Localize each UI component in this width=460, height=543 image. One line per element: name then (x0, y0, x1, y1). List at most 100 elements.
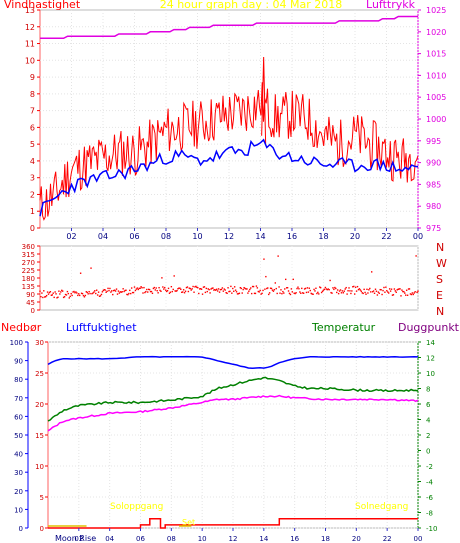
direction-point (242, 288, 244, 291)
direction-point (199, 288, 202, 290)
direction-point (207, 288, 209, 290)
direction-point (391, 294, 394, 296)
direction-point (110, 291, 112, 293)
direction-point (128, 292, 130, 295)
temp-tick-label: -10 (426, 525, 437, 533)
direction-point (411, 292, 414, 294)
direction-point (336, 291, 338, 294)
direction-point (270, 287, 273, 290)
pressure-tick-label: 980 (426, 202, 441, 211)
direction-point (181, 291, 184, 293)
temp-tick-label: 14 (426, 339, 435, 347)
direction-point (346, 293, 348, 295)
direction-point (356, 285, 359, 288)
direction-point (169, 291, 172, 293)
direction-point (293, 292, 295, 294)
wind-tick-label: 0 (30, 224, 35, 233)
direction-point (250, 292, 253, 295)
direction-point (362, 292, 364, 295)
direction-point (151, 292, 154, 295)
direction-point (63, 296, 66, 298)
direction-point (179, 287, 181, 289)
direction-point (376, 294, 379, 296)
direction-point (86, 291, 88, 294)
direction-point (100, 293, 103, 296)
direction-point (157, 292, 159, 294)
direction-point (227, 287, 229, 289)
direction-point (281, 292, 283, 295)
compass-label: W (436, 257, 447, 270)
direction-point (190, 289, 192, 291)
direction-point (299, 291, 301, 293)
direction-point (247, 292, 249, 294)
direction-point (343, 290, 345, 292)
direction-point (165, 290, 168, 293)
direction-point (125, 289, 127, 291)
direction-point (70, 292, 72, 295)
wind-tick-label: 11 (25, 40, 35, 49)
direction-point (292, 278, 294, 281)
direction-point (364, 291, 366, 294)
direction-point (116, 293, 119, 295)
direction-point (395, 291, 397, 293)
direction-point (191, 288, 193, 290)
direction-point (193, 291, 195, 293)
direction-point (245, 288, 247, 290)
direction-point (405, 289, 408, 291)
sunset-label: Solnedgang (355, 502, 408, 512)
direction-point (201, 293, 204, 295)
direction-point (261, 292, 263, 295)
direction-point (340, 292, 343, 294)
direction-point (234, 289, 237, 291)
wind-tick-label: 4 (30, 157, 35, 166)
direction-point (192, 285, 194, 288)
direction-point (54, 291, 56, 293)
sunrise-label: Soloppgang (110, 502, 163, 512)
wind-tick-label: 6 (30, 123, 35, 132)
x-tick-label: 08 (161, 232, 171, 241)
direction-point (344, 288, 346, 290)
direction-point (135, 288, 138, 290)
direction-point (174, 290, 176, 292)
wind-tick-label: 5 (30, 140, 35, 149)
compass-label: N (436, 241, 444, 254)
direction-point (258, 291, 260, 293)
direction-point (55, 293, 57, 295)
direction-point (99, 295, 102, 297)
temp-tick-label: 8 (426, 386, 430, 394)
direction-point (294, 292, 296, 295)
direction-point (251, 285, 254, 288)
x-tick-label: 22 (383, 535, 392, 543)
direction-point (49, 290, 52, 293)
direction-point (385, 286, 387, 288)
direction-point (252, 285, 255, 288)
direction-point (276, 292, 278, 295)
direction-point (111, 290, 113, 292)
direction-point (113, 289, 115, 292)
direction-point (380, 289, 382, 291)
direction-point (205, 287, 208, 290)
direction-point (327, 288, 329, 290)
direction-point (332, 287, 334, 289)
direction-point (271, 289, 274, 291)
direction-point (314, 290, 316, 292)
direction-point (413, 292, 415, 294)
direction-point (101, 291, 104, 293)
direction-point (304, 287, 307, 290)
direction-point (372, 290, 375, 292)
direction-point (44, 296, 46, 298)
pressure-tick-label: 975 (426, 224, 441, 233)
direction-point (309, 289, 311, 292)
pressure-tick-label: 1015 (426, 50, 446, 59)
direction-point (378, 292, 380, 294)
temp-tick-label: 6 (426, 401, 431, 409)
direction-point (202, 286, 205, 288)
dewpoint-line (47, 394, 419, 432)
direction-point (260, 293, 262, 295)
direction-point (417, 290, 419, 292)
direction-point (305, 291, 308, 294)
direction-point (377, 291, 380, 293)
